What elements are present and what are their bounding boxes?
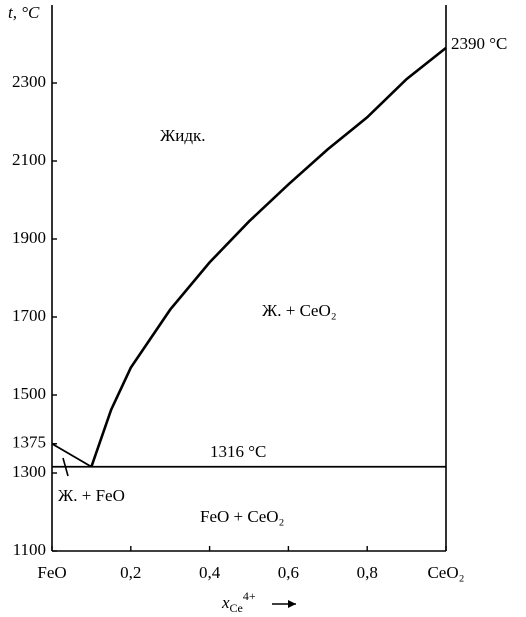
y-tick-label: 1500 <box>12 384 46 403</box>
annotation: FeO + CeO₂ <box>200 507 284 526</box>
x-axis-label: xCe4+ <box>221 589 256 615</box>
x-label-main: x <box>221 593 230 612</box>
y-tick-label: 1300 <box>12 462 46 481</box>
x-label-sup: 4+ <box>243 589 256 603</box>
y-tick-label: 1100 <box>13 540 46 559</box>
y-tick-label: 1700 <box>12 306 46 325</box>
x-tick-label: 0,2 <box>120 563 141 582</box>
x-tick-label: FeO <box>37 563 66 582</box>
x-tick-label: 0,4 <box>199 563 221 582</box>
annotation: Жидк. <box>160 126 206 145</box>
annotation: Ж. + CeO₂ <box>262 301 337 320</box>
line <box>90 46 447 468</box>
annotation: Ж. + FeO <box>58 486 125 505</box>
annotation: 2390 °C <box>451 34 507 53</box>
x-tick-label: 0,8 <box>357 563 378 582</box>
annotation: 1316 °C <box>210 442 266 461</box>
x-tick-label: CeO₂ <box>427 563 464 582</box>
y-tick-label: 2300 <box>12 72 46 91</box>
y-tick-label: 2100 <box>12 150 46 169</box>
x-arrow-head <box>288 600 296 608</box>
y-tick-label: 1900 <box>12 228 46 247</box>
x-tick-label: 0,6 <box>278 563 299 582</box>
y-tick-label: 1375 <box>12 433 46 452</box>
line <box>51 442 92 468</box>
x-label-sub: Ce <box>230 601 243 615</box>
y-axis-label: t, °C <box>8 3 40 22</box>
